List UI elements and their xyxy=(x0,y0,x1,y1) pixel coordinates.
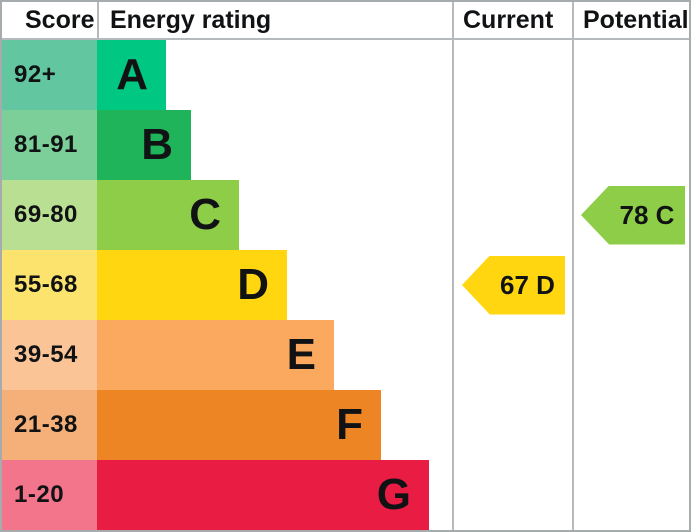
rating-band-rows: 92+ A 81-91 B 69-80 C 5 xyxy=(2,40,689,530)
band-bar-g: G xyxy=(97,460,429,530)
current-column-divider xyxy=(452,2,454,530)
band-area-d: D xyxy=(97,250,689,320)
score-range-a: 92+ xyxy=(2,40,97,110)
band-area-b: B xyxy=(97,110,689,180)
band-letter-c: C xyxy=(189,190,221,239)
band-letter-b: B xyxy=(141,120,173,169)
header-score: Score xyxy=(25,6,95,34)
potential-column-divider xyxy=(572,2,574,530)
score-range-e: 39-54 xyxy=(2,320,97,390)
band-bar-e: E xyxy=(97,320,334,390)
band-row-a: 92+ A xyxy=(2,40,689,110)
score-range-b: 81-91 xyxy=(2,110,97,180)
band-letter-f: F xyxy=(336,400,363,449)
band-bar-c: C xyxy=(97,180,239,250)
score-range-g: 1-20 xyxy=(2,460,97,530)
band-bar-b: B xyxy=(97,110,191,180)
band-letter-g: G xyxy=(376,470,411,519)
header-current: Current xyxy=(463,6,554,34)
chart-header-row: Score Energy rating Current Potential xyxy=(2,2,689,38)
band-row-d: 55-68 D xyxy=(2,250,689,320)
band-letter-a: A xyxy=(116,50,148,99)
band-area-g: G xyxy=(97,460,689,530)
score-column-divider xyxy=(97,2,99,38)
band-bar-a: A xyxy=(97,40,166,110)
band-bar-d: D xyxy=(97,250,287,320)
score-range-d: 55-68 xyxy=(2,250,97,320)
header-potential: Potential xyxy=(583,6,689,34)
header-energy-rating: Energy rating xyxy=(110,6,272,34)
band-area-f: F xyxy=(97,390,689,460)
band-row-g: 1-20 G xyxy=(2,460,689,530)
band-area-a: A xyxy=(97,40,689,110)
score-range-c: 69-80 xyxy=(2,180,97,250)
band-letter-d: D xyxy=(237,260,269,309)
band-area-e: E xyxy=(97,320,689,390)
header-divider-line xyxy=(2,38,689,40)
score-range-f: 21-38 xyxy=(2,390,97,460)
band-row-b: 81-91 B xyxy=(2,110,689,180)
band-bar-f: F xyxy=(97,390,381,460)
band-row-e: 39-54 E xyxy=(2,320,689,390)
band-letter-e: E xyxy=(286,330,316,379)
band-row-f: 21-38 F xyxy=(2,390,689,460)
